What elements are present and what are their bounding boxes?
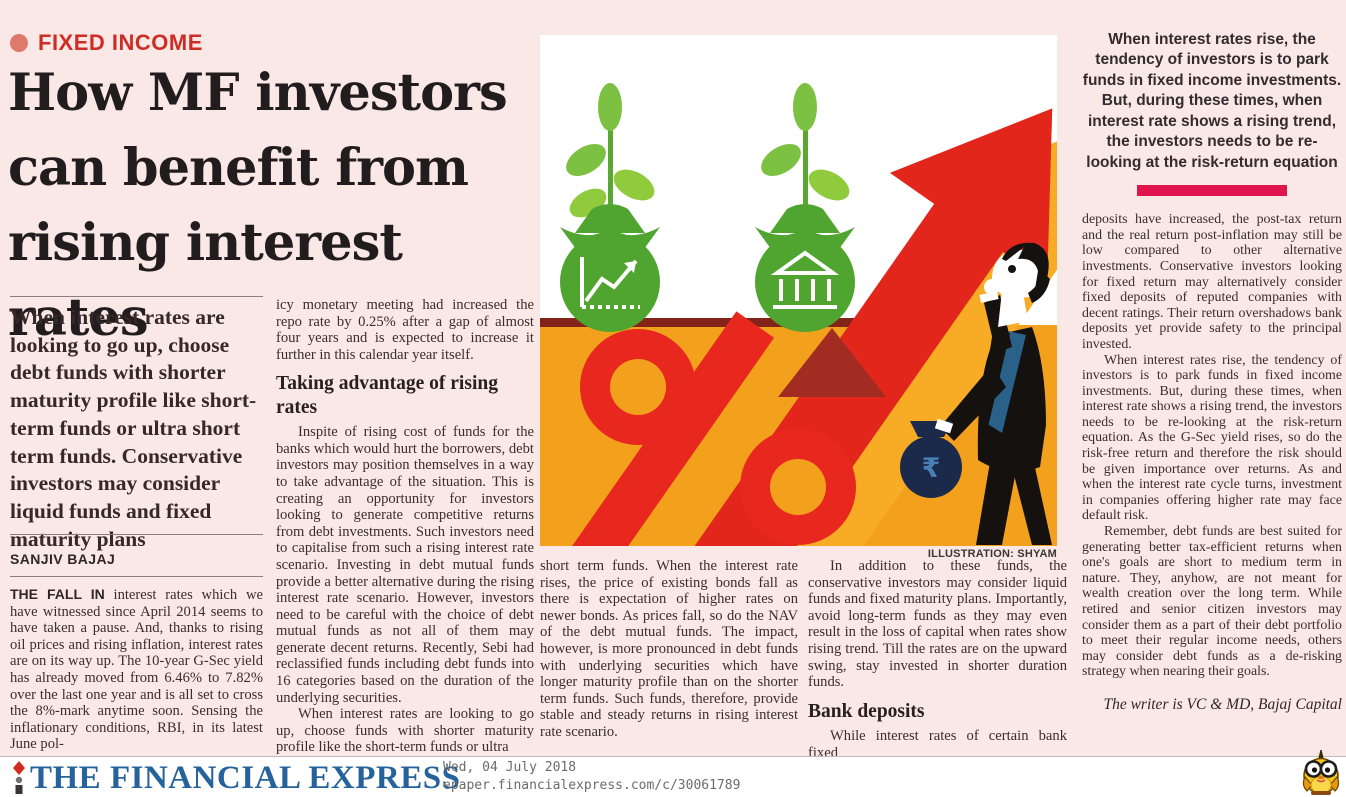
section-label: FIXED INCOME [38,30,203,55]
clip-url-link[interactable]: epaper.financialexpress.com/c/30061789 [443,778,741,793]
masthead-logo[interactable]: THE FINANCIAL EXPRESS [30,760,461,796]
pull-quote: When interest rates rise, the tendency o… [1082,31,1342,171]
paragraph: Inspite of rising cost of funds for the … [276,424,534,706]
lead-in: THE FALL IN [10,586,105,602]
illustration-credit: ILLUSTRATION: SHYAM [927,548,1057,560]
paragraph: When interest rates are looking to go up… [276,706,534,756]
pull-quote-underline [1137,185,1287,197]
bank-fund-bag [755,83,855,332]
crosshead-bank-deposits: Bank deposits [808,700,925,722]
fulcrum-triangle [778,328,886,397]
paragraph: short term funds. When the interest rate… [540,558,798,740]
thinking-investor-figure: ₹ [900,242,1052,545]
divider [10,534,263,535]
owl-mascot-icon[interactable] [1297,747,1345,797]
paragraph: In addition to these funds, the conserva… [808,558,1067,691]
rupee-money-bag: ₹ [900,418,962,498]
body-column-1: THE FALL IN interest rates which we have… [10,586,263,756]
paragraph: While interest rates of certain bank fix… [808,728,1067,758]
paragraph: deposits have increased, the post-tax re… [1082,212,1342,352]
clip-meta: Wed, 04 July 2018 epaper.financialexpres… [443,759,740,795]
kicker-bullet-icon [10,34,28,52]
chart-icon [580,257,640,309]
clip-date: Wed, 04 July 2018 [443,760,577,775]
paragraph: When interest rates rise, the tendency o… [1082,352,1342,524]
article-illustration: ₹ [540,35,1057,546]
svg-text:₹: ₹ [922,453,941,484]
right-column: When interest rates rise, the tendency o… [1082,30,1342,757]
article-headline: How MF investors can benefit from rising… [8,63,508,348]
crosshead-taking-advantage: Taking advantage of rising rates [276,373,498,418]
divider [10,576,263,577]
body-column-3: short term funds. When the interest rate… [540,558,798,758]
section-kicker: FIXED INCOME [10,30,203,56]
byline: SANJIV BAJAJ [10,551,116,567]
masthead-emblem-icon [13,761,25,794]
writer-credit: The writer is VC & MD, Bajaj Capital [1103,695,1342,713]
paragraph: Remember, debt funds are best suited for… [1082,524,1342,680]
standfirst: When interest rates are looking to go up… [10,305,257,551]
percent-icon [570,311,856,546]
divider [10,296,263,297]
body-column-4: In addition to these funds, the conserva… [808,558,1067,758]
body-column-2: icy monetary meeting had increased the r… [276,297,534,757]
growth-fund-bag [560,83,660,332]
epaper-footer: THE FINANCIAL EXPRESS Wed, 04 July 2018 … [0,750,1346,797]
seesaw-beam [540,318,890,327]
paragraph: icy monetary meeting had increased the r… [276,297,534,363]
bank-icon [770,250,840,309]
paragraph: THE FALL IN interest rates which we have… [10,586,263,753]
